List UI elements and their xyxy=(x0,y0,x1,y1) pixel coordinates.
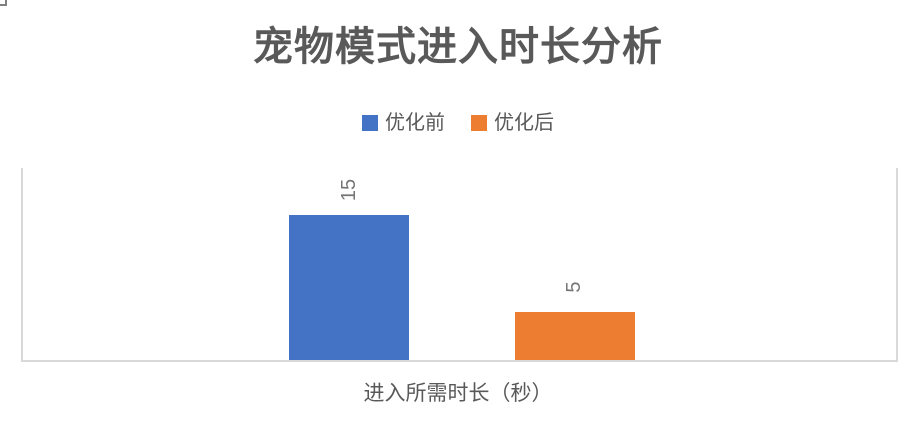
plot-area: 15 5 xyxy=(21,168,898,362)
chart-title: 宠物模式进入时长分析 xyxy=(253,25,663,69)
bar-after-optimization[interactable] xyxy=(515,311,635,360)
chart-legend: 优化前 优化后 xyxy=(0,108,916,138)
selection-corner-mark xyxy=(0,0,7,6)
legend-item-after-optimization[interactable]: 优化后 xyxy=(471,108,554,138)
legend-swatch-orange-icon xyxy=(471,115,487,131)
legend-item-before-optimization[interactable]: 优化前 xyxy=(362,108,445,138)
data-label-after-optimization: 5 xyxy=(563,280,585,293)
data-label-before-optimization: 15 xyxy=(338,178,360,201)
x-axis-category-label: 进入所需时长（秒） xyxy=(363,382,553,405)
bar-before-optimization[interactable] xyxy=(289,214,409,360)
legend-swatch-blue-icon xyxy=(362,115,378,131)
legend-label: 优化后 xyxy=(494,112,554,134)
legend-label: 优化前 xyxy=(385,112,445,134)
